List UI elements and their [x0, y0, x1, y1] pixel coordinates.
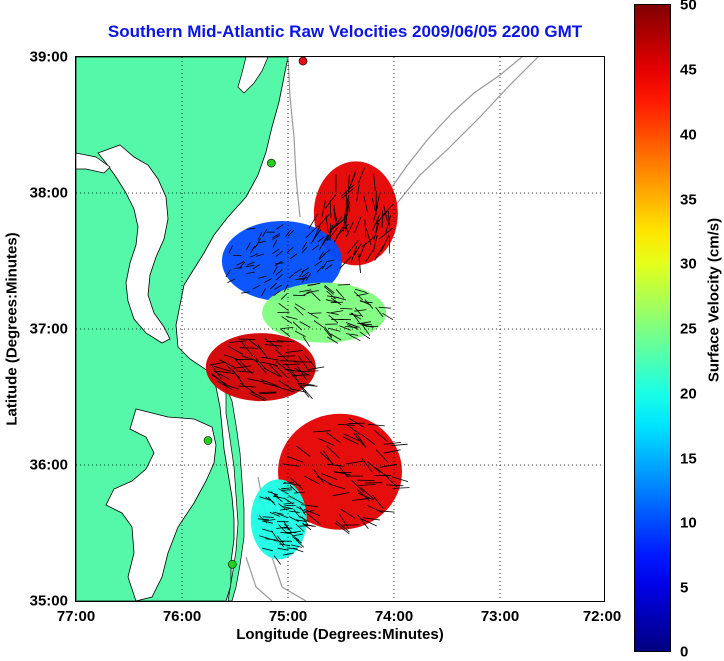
colorbar-tick: 0 — [680, 644, 688, 661]
x-tick-label: 74:00 — [375, 608, 413, 625]
y-tick-label: 35:00 — [30, 593, 68, 610]
colorbar-label: Surface Velocity (cm/s) — [706, 218, 723, 382]
colorbar-tick: 5 — [680, 580, 688, 597]
station-marker — [267, 159, 275, 167]
velocity-arrow — [266, 342, 284, 343]
y-axis-label: Latitude (Degrees:Minutes) — [4, 232, 21, 425]
y-tick-label: 37:00 — [30, 321, 68, 338]
x-axis-label: Longitude (Degrees:Minutes) — [75, 626, 605, 643]
colorbar-tick: 40 — [680, 127, 697, 144]
map-canvas — [76, 57, 604, 601]
station-marker — [299, 57, 307, 65]
colorbar-tick: 45 — [680, 62, 697, 79]
map-plot-area — [75, 56, 605, 602]
colorbar-tick: 25 — [680, 321, 697, 338]
station-marker — [204, 437, 212, 445]
colorbar — [634, 4, 671, 652]
velocity-arrow — [259, 392, 277, 393]
y-tick-label: 38:00 — [30, 185, 68, 202]
x-tick-label: 73:00 — [481, 608, 519, 625]
velocity-arrow — [278, 356, 296, 357]
station-marker — [228, 560, 236, 568]
colorbar-tick: 30 — [680, 256, 697, 273]
velocity-region — [251, 479, 307, 559]
y-tick-label: 39:00 — [30, 49, 68, 66]
x-tick-label: 72:00 — [583, 608, 621, 625]
colorbar-tick: 10 — [680, 515, 697, 532]
colorbar-tick: 20 — [680, 386, 697, 403]
colorbar-tick: 35 — [680, 192, 697, 209]
colorbar-tick: 50 — [680, 0, 697, 14]
x-tick-label: 75:00 — [269, 608, 307, 625]
velocity-arrow — [349, 195, 350, 212]
y-tick-label: 36:00 — [30, 457, 68, 474]
x-tick-label: 77:00 — [57, 608, 95, 625]
colorbar-tick: 15 — [680, 451, 697, 468]
map-title: Southern Mid-Atlantic Raw Velocities 200… — [75, 22, 615, 42]
x-tick-label: 76:00 — [163, 608, 201, 625]
